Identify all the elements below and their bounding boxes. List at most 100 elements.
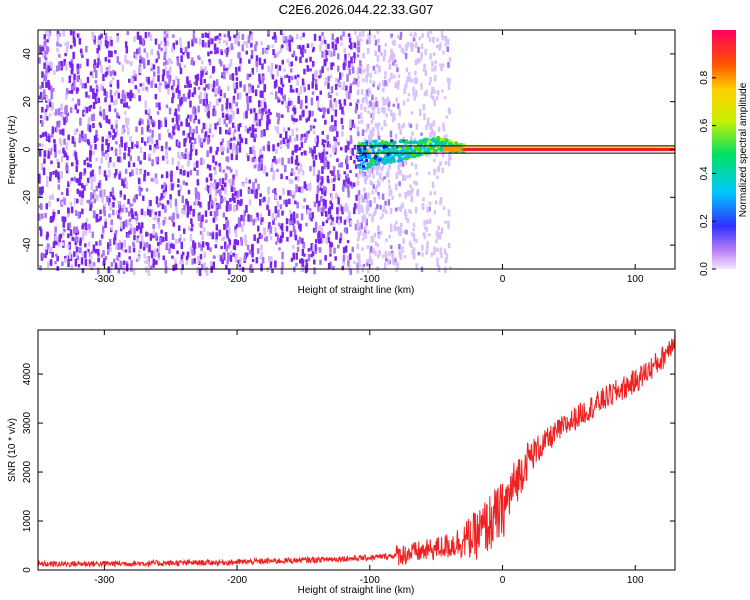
noise-cell bbox=[56, 127, 59, 134]
signal-cell bbox=[389, 156, 393, 160]
noise-cell bbox=[216, 35, 219, 40]
noise-cell bbox=[308, 212, 312, 220]
noise-cell bbox=[355, 43, 358, 50]
noise-cell bbox=[321, 32, 324, 37]
noise-cell bbox=[45, 234, 49, 240]
noise-cell bbox=[371, 214, 374, 220]
noise-cell bbox=[152, 122, 155, 128]
noise-cell bbox=[190, 114, 193, 119]
signal-cell bbox=[415, 146, 419, 149]
noise-cell bbox=[310, 217, 313, 222]
noise-cell bbox=[329, 74, 333, 79]
noise-cell bbox=[315, 142, 319, 148]
noise-cell bbox=[319, 90, 322, 95]
noise-cell bbox=[405, 44, 408, 51]
noise-cell bbox=[331, 41, 335, 49]
noise-cell bbox=[292, 121, 296, 125]
noise-cell bbox=[110, 39, 113, 47]
noise-cell bbox=[356, 35, 359, 41]
noise-cell bbox=[130, 76, 134, 84]
signal-cell bbox=[395, 145, 399, 149]
noise-cell bbox=[356, 126, 360, 134]
noise-cell bbox=[97, 258, 100, 263]
noise-cell bbox=[191, 92, 195, 97]
noise-cell bbox=[61, 201, 64, 206]
noise-cell bbox=[239, 58, 242, 64]
noise-cell bbox=[156, 111, 160, 115]
signal-cell bbox=[404, 139, 408, 143]
noise-cell bbox=[323, 190, 327, 197]
noise-cell bbox=[349, 253, 352, 260]
noise-cell bbox=[425, 89, 428, 96]
noise-cell bbox=[253, 108, 256, 113]
noise-cell bbox=[299, 163, 303, 172]
noise-cell bbox=[259, 199, 262, 206]
signal-cell bbox=[441, 139, 445, 143]
noise-cell bbox=[313, 33, 317, 41]
noise-cell bbox=[77, 178, 81, 186]
noise-cell bbox=[276, 52, 279, 58]
noise-cell bbox=[305, 58, 308, 63]
noise-cell bbox=[429, 124, 432, 130]
noise-cell bbox=[444, 220, 447, 224]
noise-cell bbox=[109, 157, 112, 163]
noise-cell bbox=[365, 259, 369, 266]
noise-cell bbox=[371, 102, 375, 109]
noise-cell bbox=[281, 100, 284, 105]
noise-cell bbox=[51, 251, 54, 258]
noise-cell bbox=[336, 216, 339, 224]
noise-cell bbox=[345, 155, 349, 164]
signal-cell bbox=[393, 152, 397, 156]
noise-cell bbox=[231, 193, 235, 201]
noise-cell bbox=[328, 143, 332, 148]
noise-cell bbox=[177, 125, 180, 131]
noise-cell bbox=[153, 71, 156, 77]
noise-cell bbox=[85, 218, 89, 222]
noise-cell bbox=[272, 189, 275, 194]
noise-cell bbox=[436, 175, 439, 180]
noise-cell bbox=[373, 232, 377, 238]
signal-cell bbox=[437, 147, 441, 151]
noise-cell bbox=[364, 226, 367, 231]
noise-cell bbox=[64, 152, 68, 158]
noise-cell bbox=[346, 173, 349, 179]
signal-cell bbox=[361, 141, 365, 145]
noise-cell bbox=[71, 162, 74, 167]
noise-cell bbox=[46, 104, 49, 110]
noise-cell bbox=[99, 185, 102, 190]
noise-cell bbox=[201, 233, 204, 241]
noise-cell bbox=[247, 35, 251, 44]
noise-cell bbox=[302, 241, 305, 249]
noise-cell bbox=[248, 74, 252, 78]
signal-cell bbox=[447, 139, 451, 143]
noise-cell bbox=[333, 175, 337, 180]
noise-cell bbox=[283, 199, 286, 205]
noise-cell bbox=[125, 219, 128, 228]
signal-cell bbox=[358, 165, 362, 169]
noise-cell bbox=[409, 136, 413, 141]
signal-cell bbox=[406, 155, 410, 159]
noise-cell bbox=[213, 166, 216, 171]
noise-cell bbox=[61, 242, 65, 246]
noise-cell bbox=[366, 245, 370, 249]
noise-cell bbox=[45, 71, 49, 78]
noise-cell bbox=[109, 202, 112, 211]
noise-cell bbox=[406, 218, 410, 224]
noise-cell bbox=[433, 131, 436, 135]
noise-cell bbox=[255, 119, 259, 127]
noise-cell bbox=[142, 195, 145, 201]
noise-cell bbox=[416, 58, 419, 62]
noise-cell bbox=[147, 31, 151, 37]
noise-cell bbox=[221, 178, 225, 185]
noise-cell bbox=[391, 195, 394, 200]
noise-cell bbox=[169, 244, 173, 249]
noise-cell bbox=[61, 216, 64, 222]
noise-cell bbox=[333, 98, 337, 103]
noise-cell bbox=[159, 237, 162, 245]
noise-cell bbox=[439, 63, 442, 67]
noise-cell bbox=[200, 216, 203, 225]
noise-cell bbox=[70, 83, 74, 91]
noise-cell bbox=[300, 141, 304, 148]
noise-cell bbox=[153, 260, 157, 265]
noise-cell bbox=[347, 184, 350, 193]
